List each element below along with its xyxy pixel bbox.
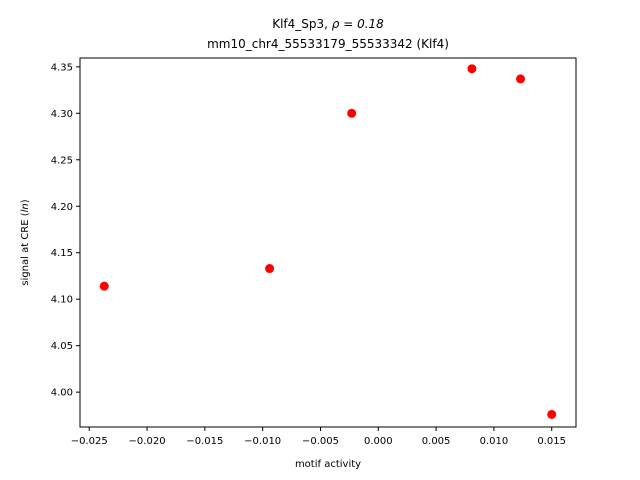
y-tick-label: 4.20: [51, 202, 73, 213]
y-tick-label: 4.05: [51, 341, 73, 352]
x-tick-label: 0.015: [537, 436, 566, 447]
y-tick-label: 4.35: [51, 62, 73, 73]
x-tick-label: 0.000: [364, 436, 393, 447]
x-tick-label: −0.020: [129, 436, 166, 447]
data-point-5: [516, 74, 526, 84]
data-point-1: [99, 281, 109, 291]
x-axis-label: motif activity: [295, 459, 361, 470]
x-tick-label: −0.025: [71, 436, 108, 447]
y-tick-label: 4.30: [51, 109, 73, 120]
x-tick-label: 0.005: [422, 436, 451, 447]
plot-frame: [79, 57, 577, 428]
data-point-6: [547, 409, 557, 419]
chart-title: Klf4_Sp3, ρ = 0.18: [272, 17, 384, 31]
y-tick-label: 4.00: [51, 388, 73, 399]
y-tick-label: 4.25: [51, 155, 73, 166]
y-tick-label: 4.10: [51, 295, 73, 306]
chart-subtitle: mm10_chr4_55533179_55533342 (Klf4): [207, 37, 449, 51]
x-tick-label: −0.015: [186, 436, 223, 447]
x-tick-label: −0.010: [244, 436, 281, 447]
axis-ticks: −0.025 −0.020 −0.015 −0.010 −0.005 0.000 0.005…: [51, 62, 566, 447]
data-point-2: [265, 264, 275, 274]
data-point-4: [467, 64, 477, 74]
x-tick-label: −0.005: [302, 436, 339, 447]
x-tick-label: 0.010: [480, 436, 509, 447]
data-point-3: [347, 108, 357, 118]
y-tick-label: 4.15: [51, 248, 73, 259]
y-axis-label: signal at CRE (ln): [20, 199, 31, 285]
data-points: [99, 64, 557, 419]
